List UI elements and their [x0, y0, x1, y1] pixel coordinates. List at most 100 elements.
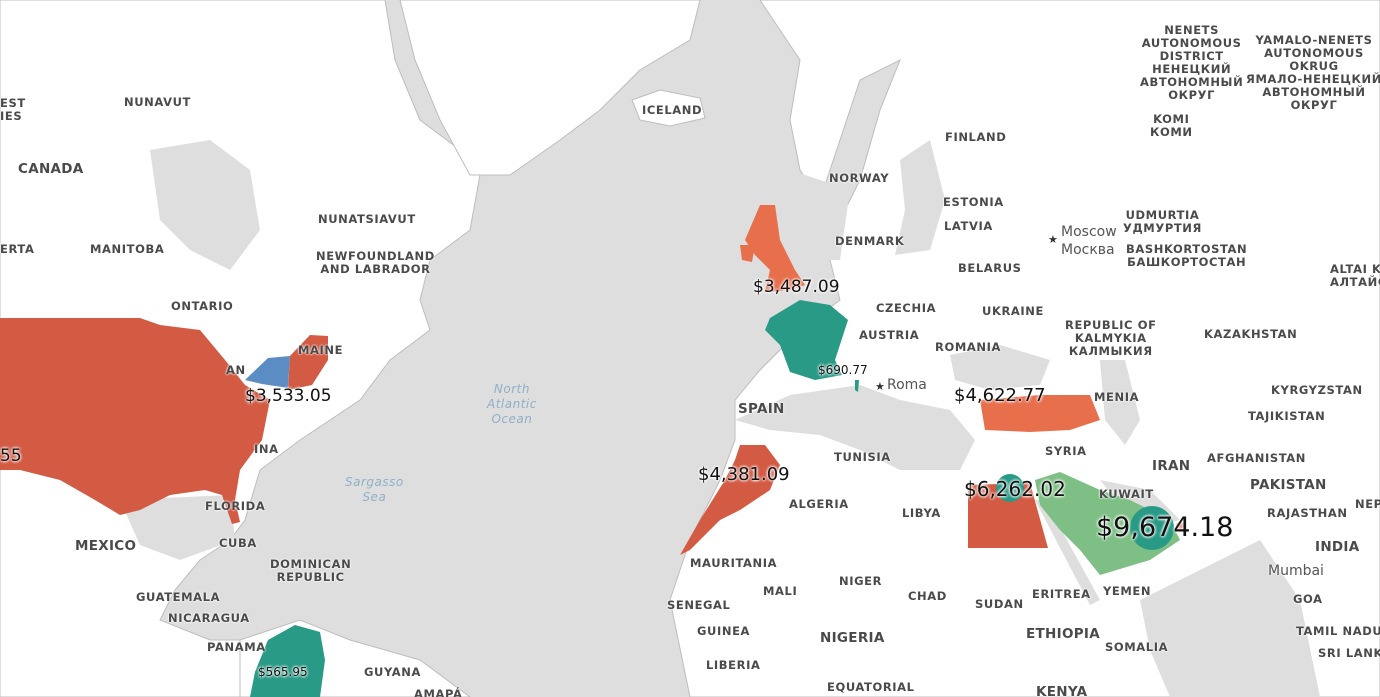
label-norway: NORWAY: [829, 171, 890, 185]
morocco-region[interactable]: [680, 445, 780, 555]
label-panama: PANAMA: [207, 640, 266, 654]
label-denmark: DENMARK: [835, 234, 905, 248]
label-niger: NIGER: [839, 574, 883, 588]
label-udmurtia: UDMURTIA УДМУРТИЯ: [1123, 208, 1202, 235]
hudson-bay: [150, 140, 260, 270]
moscow-capital-icon: ★: [1048, 233, 1058, 246]
uae-dot[interactable]: [1176, 522, 1184, 530]
label-yemen: YEMEN: [1103, 584, 1152, 598]
usa-region[interactable]: [0, 318, 270, 524]
label-manitoba: MANITOBA: [90, 242, 165, 256]
iceland-land: [631, 89, 706, 127]
label-libya: LIBYA: [902, 506, 941, 520]
label-maine: MAINE: [298, 343, 344, 357]
label-equatorial: EQUATORIAL: [827, 680, 915, 694]
label-guatemala: GUATEMALA: [136, 590, 221, 604]
label-liberia: LIBERIA: [706, 658, 761, 672]
label-nwt: EST IES: [0, 96, 26, 123]
label-amapa: AMAPÁ: [414, 687, 463, 697]
label-kazakhstan: KAZAKHSTAN: [1204, 327, 1298, 341]
corsica-region[interactable]: [855, 380, 859, 392]
value-saudi: $9,674.18: [1096, 512, 1234, 543]
value-turkey: $4,622.77: [954, 385, 1046, 406]
label-rajasthan: RAJASTHAN: [1267, 506, 1348, 520]
label-tajikistan: TAJIKISTAN: [1248, 409, 1326, 423]
label-nigeria: NIGERIA: [820, 630, 885, 646]
label-nepal: NEP: [1355, 497, 1380, 511]
label-mexico: MEXICO: [75, 538, 137, 554]
label-komi: KOMI КОМИ: [1150, 112, 1193, 139]
label-chad: CHAD: [908, 589, 947, 603]
label-pakistan: PAKISTAN: [1250, 477, 1327, 493]
label-india: INDIA: [1315, 539, 1360, 555]
label-spain: SPAIN: [738, 401, 785, 417]
egypt-bubble[interactable]: [996, 474, 1024, 502]
label-senegal: SENEGAL: [667, 598, 731, 612]
mediterranean-sea: [735, 385, 975, 470]
label-kyrgyzstan: KYRGYZSTAN: [1271, 383, 1363, 397]
new-england-region[interactable]: [288, 335, 328, 390]
label-afghanistan: AFGHANISTAN: [1207, 451, 1306, 465]
label-tunisia: TUNISIA: [834, 450, 891, 464]
label-armenia: MENIA: [1094, 390, 1140, 404]
label-somalia: SOMALIA: [1105, 640, 1169, 654]
label-sargasso: Sargasso Sea: [345, 475, 404, 504]
gulf-of-mexico: [120, 495, 235, 560]
label-ukraine: UKRAINE: [982, 304, 1044, 318]
black-sea: [950, 345, 1050, 390]
label-florida: FLORIDA: [205, 499, 266, 513]
egypt-region[interactable]: [968, 483, 1048, 548]
greenland-land: [399, 0, 701, 176]
label-ontario: ONTARIO: [171, 299, 234, 313]
label-austria: AUSTRIA: [859, 328, 920, 342]
label-belarus: BELARUS: [958, 261, 1022, 275]
saudi-region[interactable]: [1035, 472, 1180, 575]
label-latvia: LATVIA: [944, 219, 993, 233]
label-iceland: ICELAND: [642, 103, 703, 117]
label-mali: MALI: [763, 584, 798, 598]
label-kenya: KENYA: [1036, 684, 1088, 697]
label-north-atlantic: North Atlantic Ocean: [487, 382, 537, 426]
north-sea: [785, 170, 850, 260]
label-roma: Roma: [887, 377, 927, 393]
label-nicaragua: NICARAGUA: [168, 611, 250, 625]
label-algeria: ALGERIA: [789, 497, 849, 511]
value-morocco: $4,381.09: [698, 464, 790, 485]
label-nunatsiavut: NUNATSIAVUT: [318, 212, 416, 226]
label-mauritania: MAURITANIA: [690, 556, 778, 570]
label-srilanka: SRI LANKA: [1318, 646, 1380, 660]
ireland-region[interactable]: [740, 245, 755, 262]
label-newfoundland: NEWFOUNDLAND AND LABRADOR: [316, 249, 435, 276]
arabian-sea: [1140, 540, 1320, 697]
label-dominican: DOMINICAN REPUBLIC: [270, 557, 352, 584]
uk-region[interactable]: [745, 205, 805, 292]
label-goa: GOA: [1293, 592, 1323, 606]
new-york-region[interactable]: [245, 356, 290, 388]
label-kuwait: KUWAIT: [1099, 487, 1154, 501]
caspian-sea: [1100, 360, 1140, 445]
label-syria: SYRIA: [1045, 444, 1087, 458]
label-carolina: INA: [254, 442, 279, 456]
label-finland: FINLAND: [945, 130, 1007, 144]
saudi-bubble[interactable]: [1130, 506, 1174, 550]
value-colombia: $565.95: [258, 665, 308, 679]
label-guinea: GUINEA: [697, 624, 751, 638]
label-estonia: ESTONIA: [943, 195, 1004, 209]
value-uk: $3,487.09: [753, 277, 840, 297]
value-usa-west: 55: [0, 446, 22, 466]
label-eritrea: ERITREA: [1032, 587, 1091, 601]
turkey-region[interactable]: [980, 395, 1100, 432]
label-czechia: CZECHIA: [876, 301, 937, 315]
value-new-york: $3,533.05: [245, 386, 332, 406]
france-region[interactable]: [765, 300, 848, 380]
label-guyana: GUYANA: [364, 665, 422, 679]
label-mumbai: Mumbai: [1268, 563, 1324, 579]
colombia-region[interactable]: [250, 625, 325, 697]
red-sea: [1035, 500, 1100, 605]
label-nyc: AN: [226, 363, 246, 377]
label-kalmykia: REPUBLIC OF KALMYKIA КАЛМЫКИЯ: [1065, 318, 1157, 358]
label-iran: IRAN: [1152, 458, 1191, 474]
label-ethiopia: ETHIOPIA: [1026, 626, 1100, 642]
